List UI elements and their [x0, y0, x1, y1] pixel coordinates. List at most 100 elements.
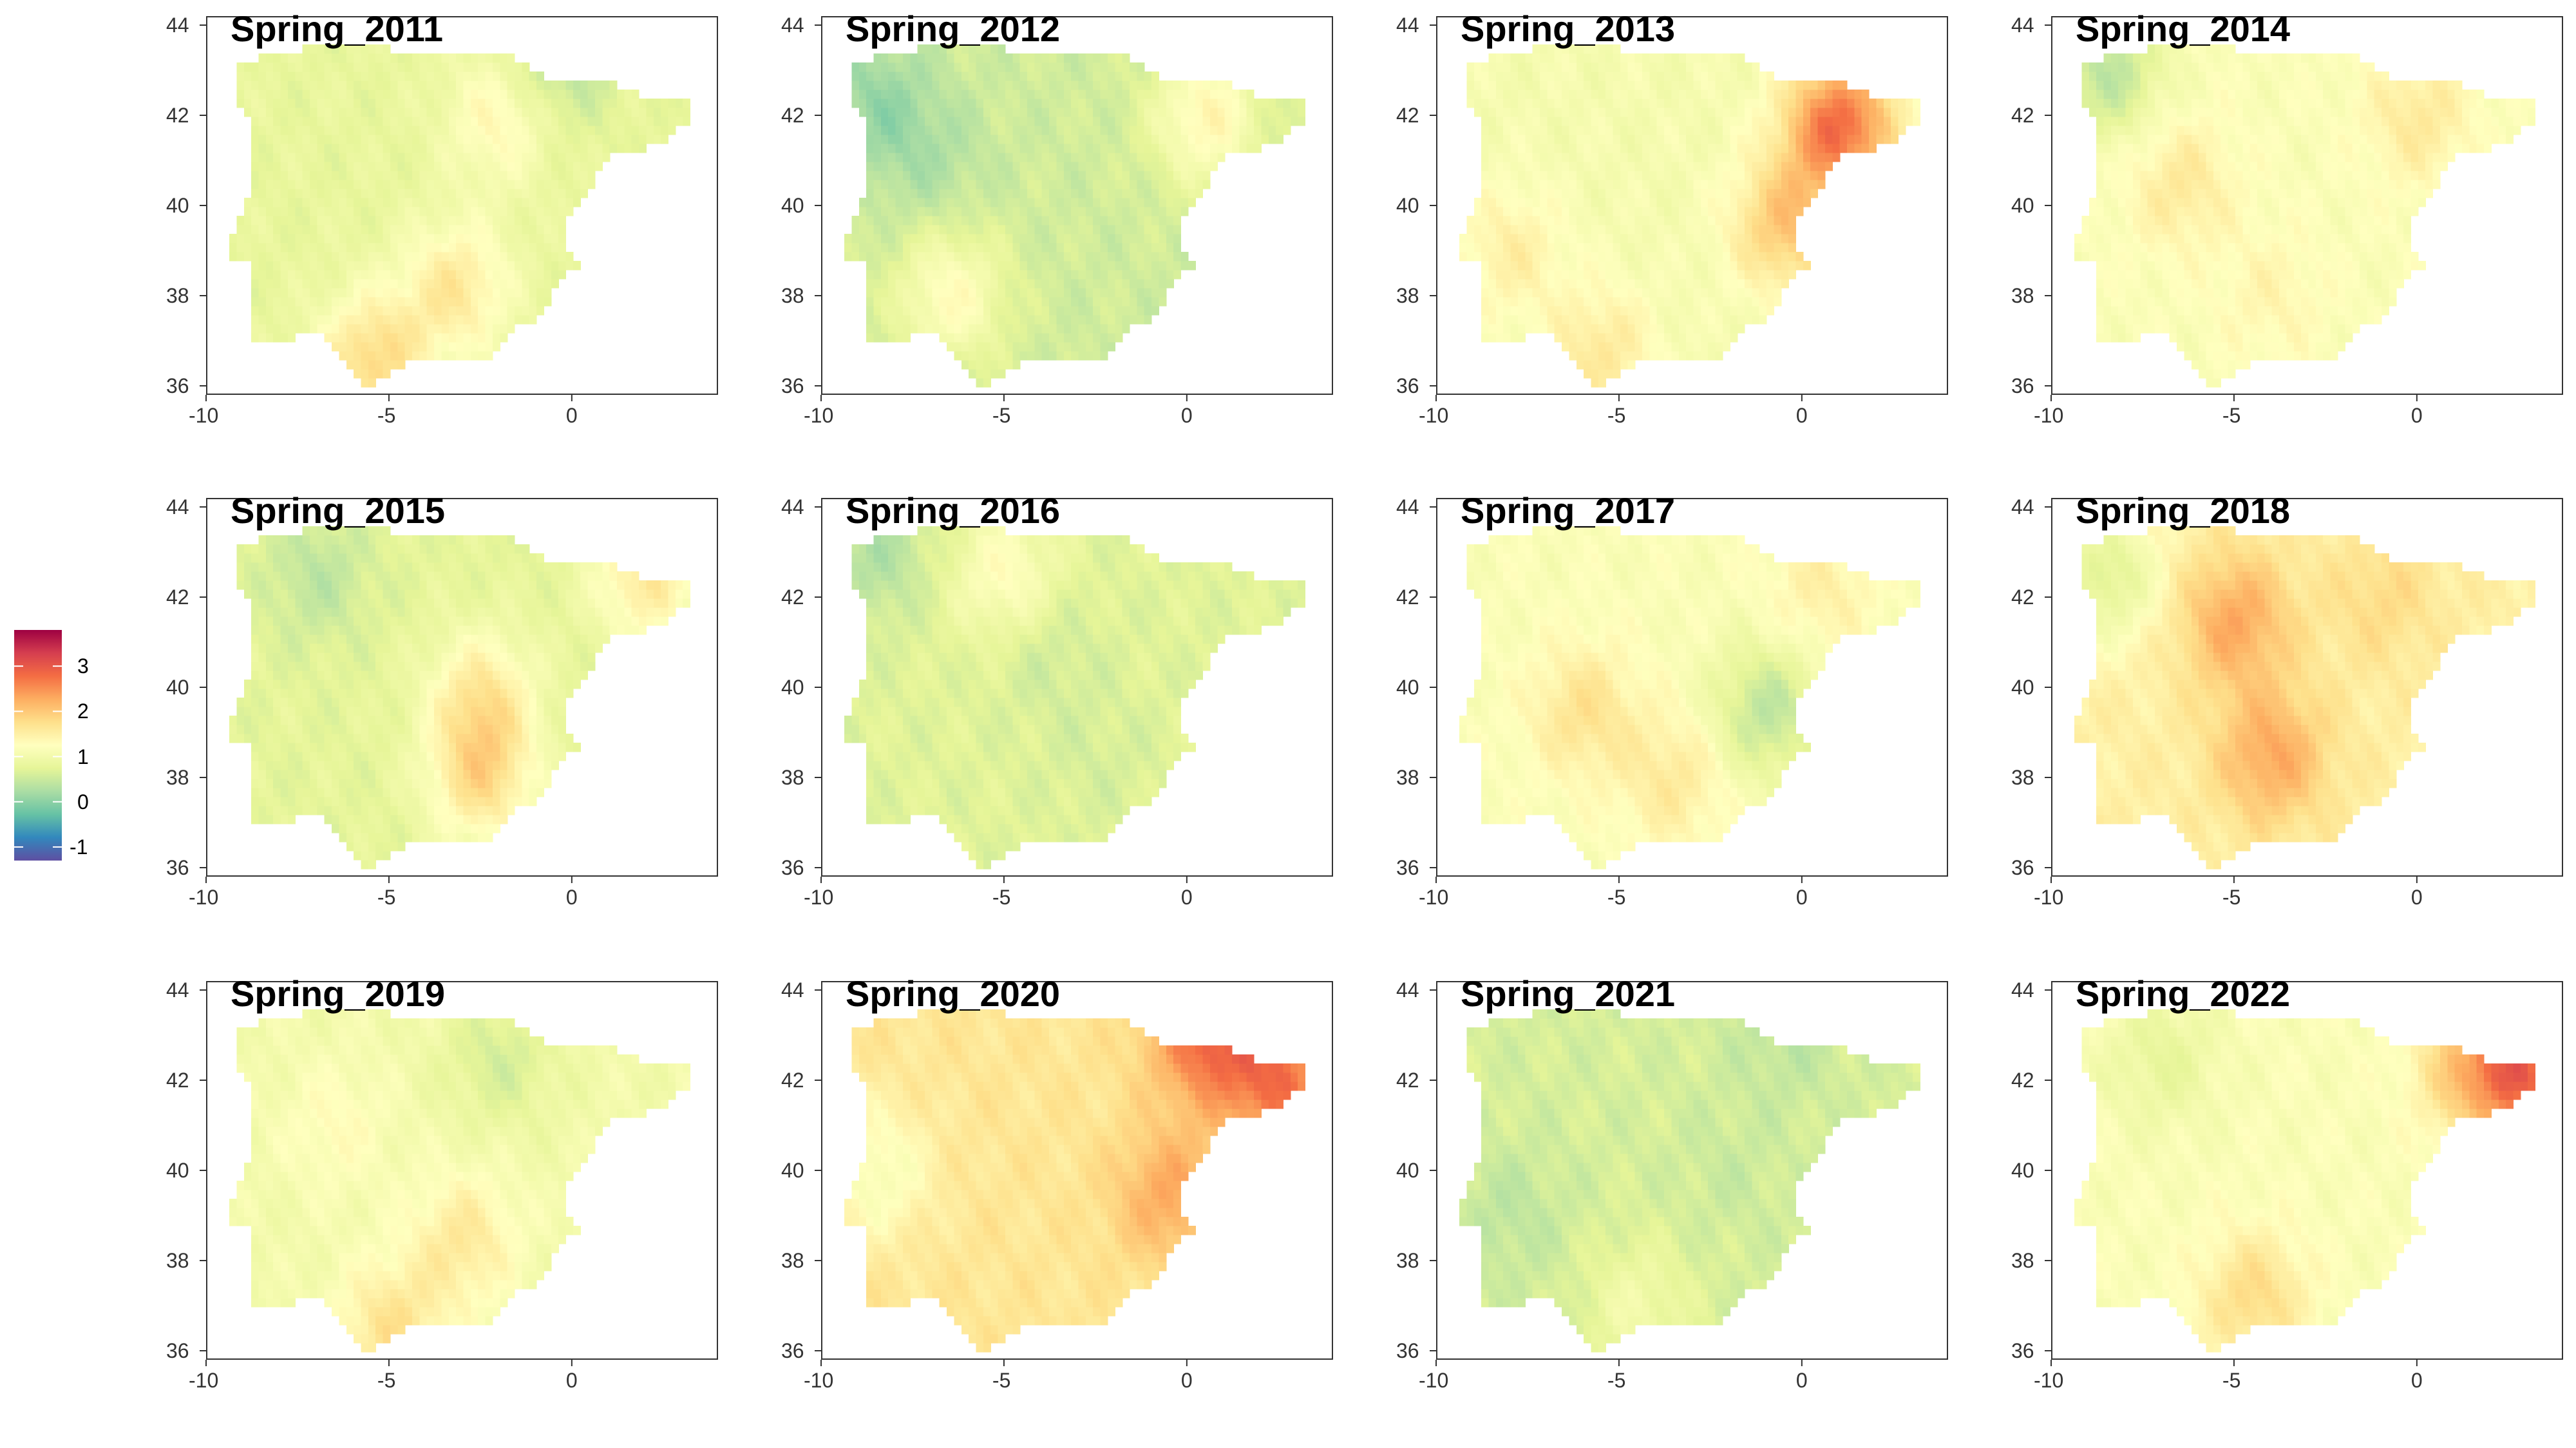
y-tick-label: 36 [166, 374, 189, 397]
y-tick-label: 40 [2011, 1159, 2034, 1182]
anomaly-raster [1459, 526, 1921, 870]
panel-title: Spring_2017 [1461, 490, 1676, 531]
x-tick-label: 0 [565, 404, 578, 427]
anomaly-raster [844, 1009, 1306, 1353]
y-tick-label: 36 [2011, 856, 2034, 879]
map-panel [2051, 981, 2563, 1360]
axis-ticks [2045, 989, 2418, 1366]
x-tick-label: 0 [1795, 404, 1808, 427]
y-tick-label: 36 [781, 856, 804, 879]
y-tick-label: 44 [166, 495, 189, 519]
y-tick-label: 44 [2011, 14, 2034, 37]
y-tick-label: 40 [2011, 676, 2034, 699]
y-tick-label: 36 [2011, 374, 2034, 397]
x-tick-label: -10 [2034, 404, 2064, 427]
y-tick-label: 40 [2011, 194, 2034, 217]
y-tick-label: 36 [1396, 856, 1419, 879]
x-tick-label: -10 [804, 886, 834, 909]
axis-ticks [815, 506, 1188, 883]
y-tick-label: 40 [781, 194, 804, 217]
axis-ticks [815, 989, 1188, 1366]
anomaly-raster [844, 44, 1306, 388]
x-tick-label: -5 [2222, 886, 2241, 909]
y-tick-label: 40 [1396, 1159, 1419, 1182]
y-tick-label: 40 [166, 194, 189, 217]
map-panel [206, 498, 718, 877]
x-tick-label: -5 [992, 1369, 1011, 1392]
y-tick-label: 44 [781, 978, 804, 1002]
x-tick-label: -10 [1419, 1369, 1449, 1392]
axis-ticks [200, 989, 573, 1366]
y-tick-label: 42 [781, 104, 804, 127]
y-tick-label: 42 [781, 1069, 804, 1092]
panel-title: Spring_2022 [2076, 973, 2291, 1014]
x-tick-label: -10 [2034, 886, 2064, 909]
y-tick-label: 36 [166, 856, 189, 879]
y-tick-label: 38 [1396, 1249, 1419, 1272]
y-tick-label: 38 [2011, 766, 2034, 789]
y-tick-label: 38 [781, 284, 804, 307]
x-tick-label: -10 [804, 1369, 834, 1392]
panel-title: Spring_2018 [2076, 490, 2291, 531]
anomaly-raster [2074, 526, 2536, 870]
panel-title: Spring_2014 [2076, 8, 2291, 49]
y-tick-label: 40 [166, 1159, 189, 1182]
x-tick-label: -5 [1607, 404, 1626, 427]
anomaly-raster [844, 526, 1306, 870]
anomaly-raster [2074, 44, 2536, 388]
anomaly-raster [1459, 1009, 1921, 1353]
x-tick-label: 0 [565, 1369, 578, 1392]
y-tick-label: 44 [2011, 495, 2034, 519]
map-panel [821, 16, 1333, 395]
y-tick-label: 44 [1396, 978, 1419, 1002]
map-panel [206, 981, 718, 1360]
y-tick-label: 36 [166, 1339, 189, 1362]
axis-ticks [200, 24, 573, 401]
y-tick-label: 40 [781, 676, 804, 699]
map-panel [1436, 981, 1948, 1360]
y-tick-label: 40 [1396, 676, 1419, 699]
x-tick-label: -10 [2034, 1369, 2064, 1392]
x-tick-label: -5 [2222, 1369, 2241, 1392]
y-tick-label: 38 [166, 766, 189, 789]
x-tick-label: 0 [1180, 404, 1193, 427]
y-tick-label: 38 [1396, 766, 1419, 789]
map-panel [1436, 16, 1948, 395]
y-tick-label: 44 [2011, 978, 2034, 1002]
y-tick-label: 40 [166, 676, 189, 699]
map-panel [821, 981, 1333, 1360]
x-tick-label: -5 [2222, 404, 2241, 427]
x-tick-label: -5 [377, 1369, 396, 1392]
map-panel [1436, 498, 1948, 877]
y-tick-label: 44 [1396, 14, 1419, 37]
map-panel [2051, 16, 2563, 395]
y-tick-label: 42 [2011, 104, 2034, 127]
y-tick-label: 36 [781, 374, 804, 397]
legend-tick-label: -1 [70, 835, 88, 859]
y-tick-label: 38 [166, 284, 189, 307]
x-tick-label: -5 [1607, 1369, 1626, 1392]
axis-ticks [2045, 506, 2418, 883]
x-tick-label: 0 [2410, 1369, 2423, 1392]
x-tick-label: -5 [377, 886, 396, 909]
y-tick-label: 42 [1396, 1069, 1419, 1092]
x-tick-label: 0 [1180, 886, 1193, 909]
x-tick-label: 0 [565, 886, 578, 909]
legend-tick-label: 3 [77, 654, 89, 678]
panel-title: Spring_2012 [846, 8, 1061, 49]
y-tick-label: 42 [1396, 586, 1419, 609]
x-tick-label: -10 [189, 1369, 219, 1392]
legend-tick-label: 2 [77, 700, 89, 723]
x-tick-label: -10 [189, 404, 219, 427]
y-tick-label: 42 [2011, 1069, 2034, 1092]
panel-title: Spring_2021 [1461, 973, 1676, 1014]
y-tick-label: 42 [2011, 586, 2034, 609]
axis-ticks [1430, 989, 1803, 1366]
y-tick-label: 40 [1396, 194, 1419, 217]
legend-tick-label: 0 [77, 790, 89, 814]
x-tick-label: 0 [1795, 1369, 1808, 1392]
anomaly-raster [229, 526, 691, 870]
panel-title: Spring_2020 [846, 973, 1061, 1014]
map-panel [2051, 498, 2563, 877]
legend-tick-label: 1 [77, 745, 89, 768]
